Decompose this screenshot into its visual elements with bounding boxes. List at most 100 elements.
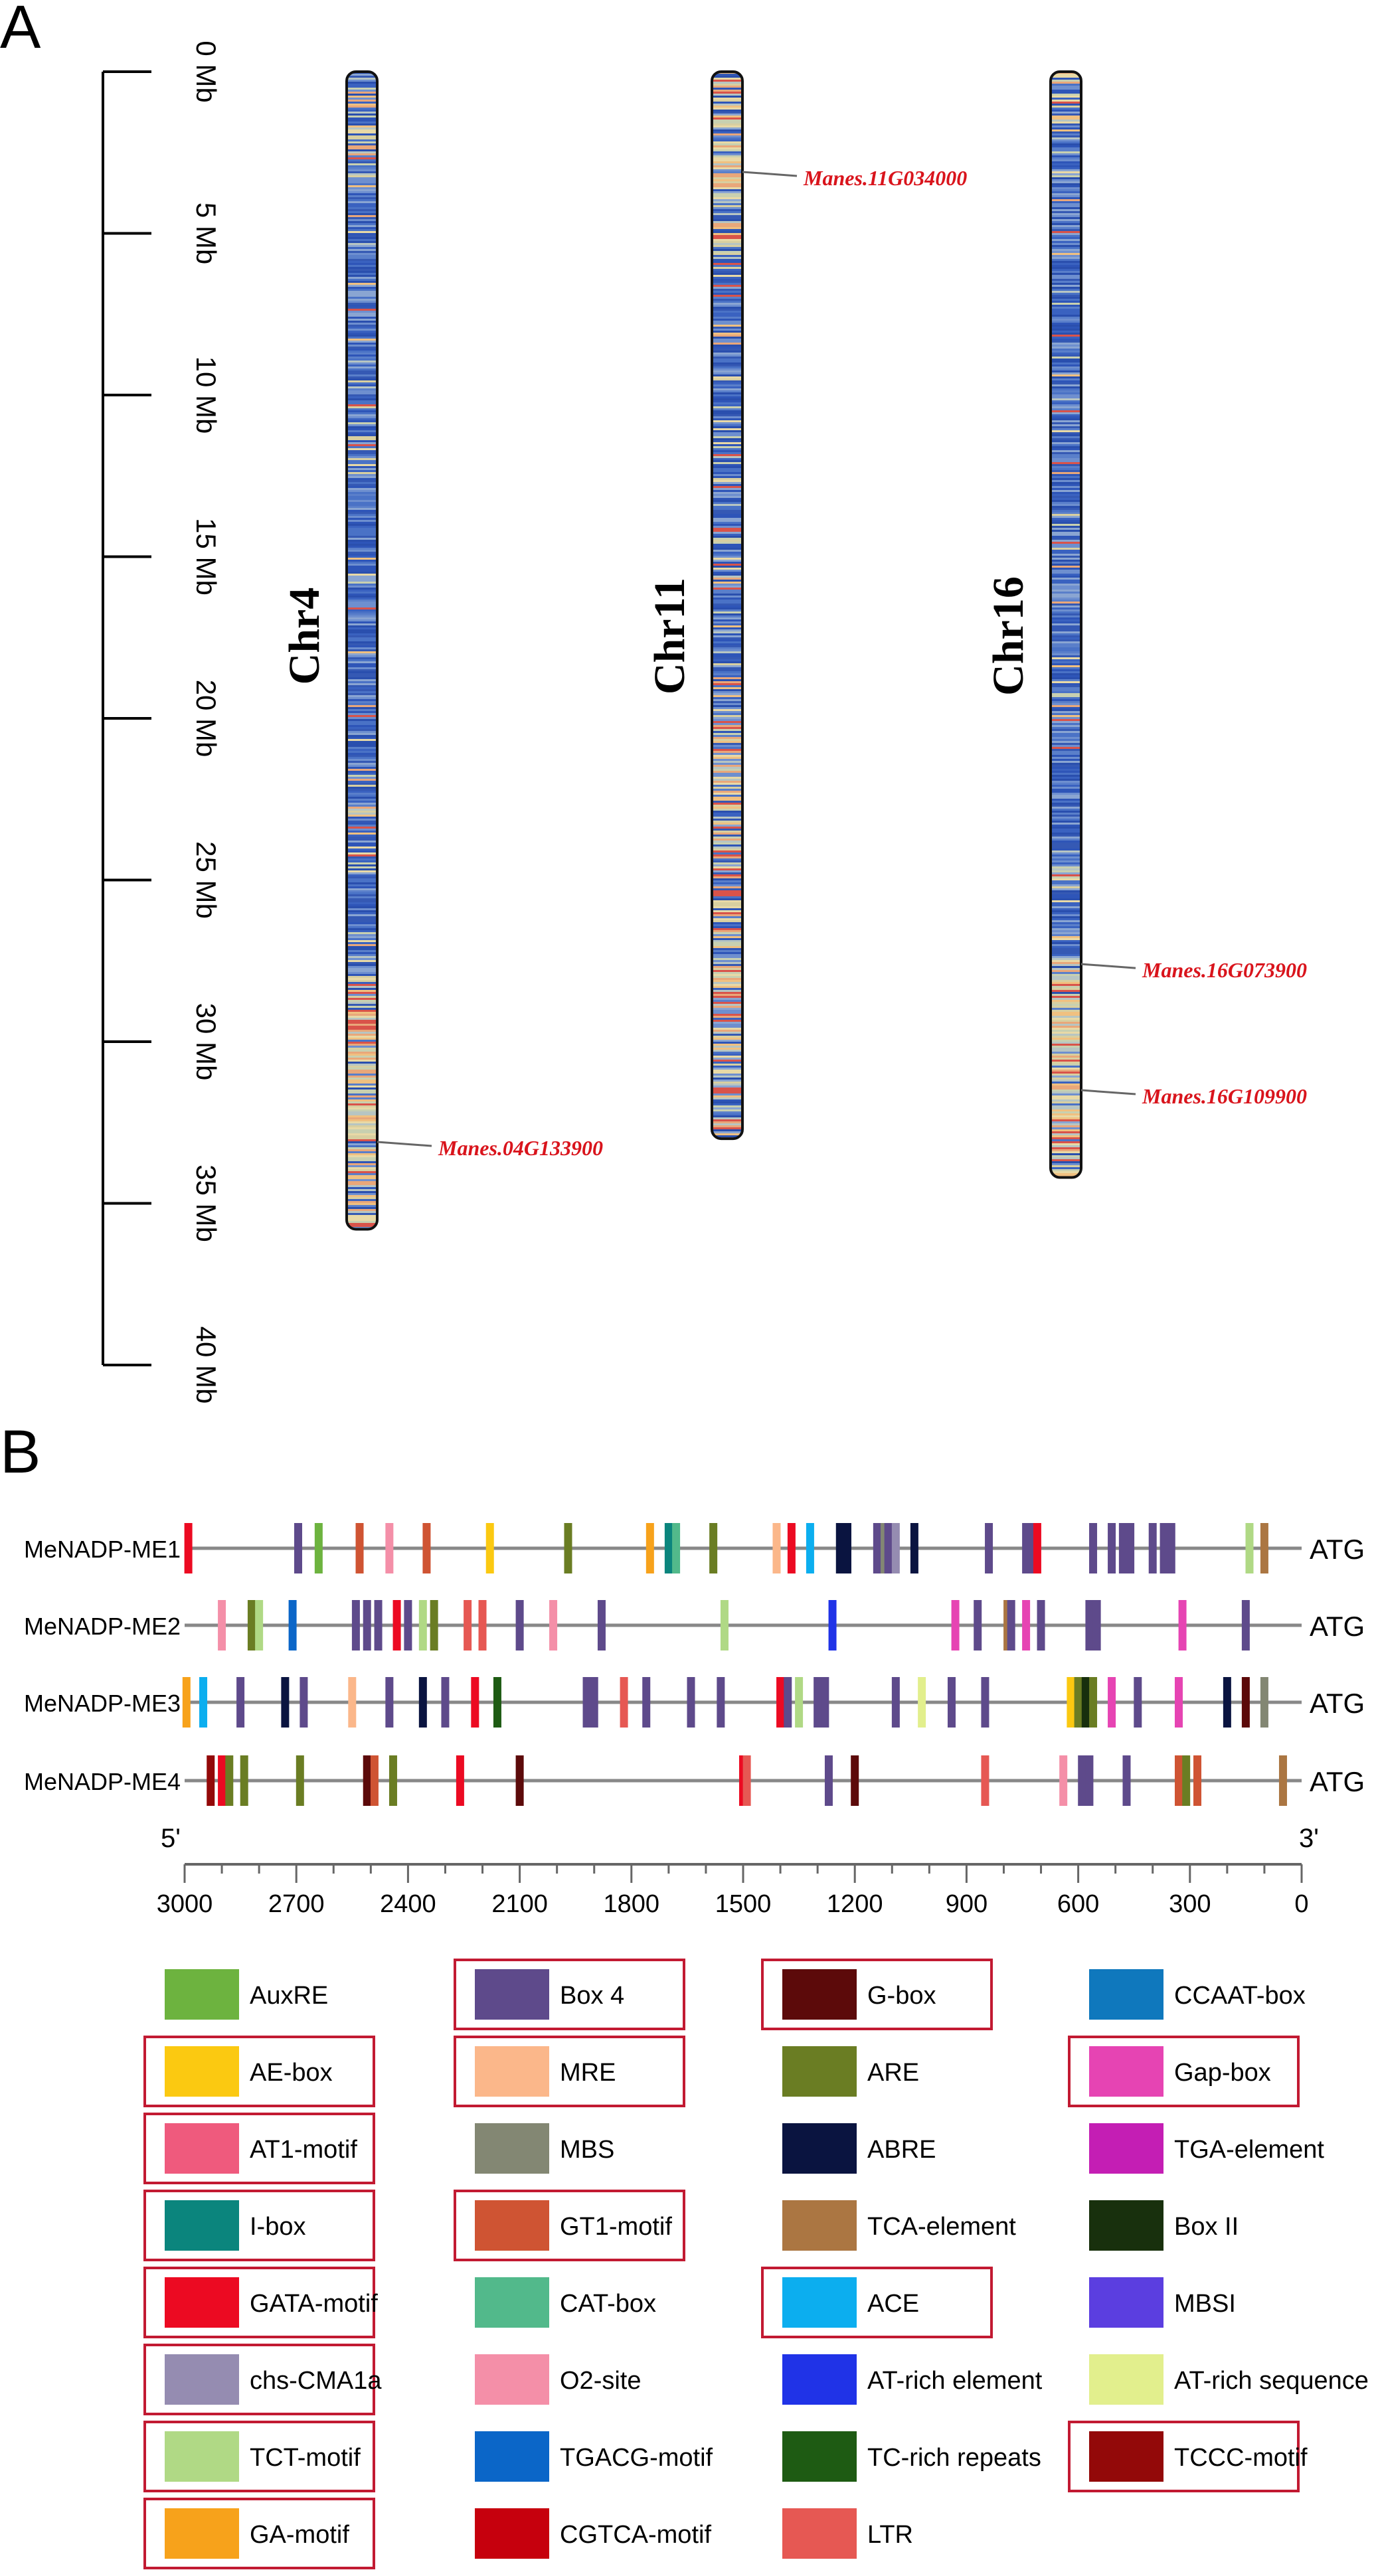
density-stripe <box>347 157 377 160</box>
density-stripe <box>1051 846 1081 849</box>
motif-mark <box>1174 1755 1183 1806</box>
density-stripe <box>1051 241 1081 244</box>
density-stripe <box>1051 1135 1081 1138</box>
motif-mark <box>1007 1600 1015 1650</box>
density-stripe <box>347 735 377 738</box>
density-stripe <box>1051 143 1081 146</box>
density-stripe <box>347 114 377 116</box>
density-stripe <box>1051 548 1081 550</box>
gene-marker-line <box>1080 963 1136 969</box>
density-stripe <box>712 655 742 658</box>
density-stripe <box>347 554 377 556</box>
density-stripe <box>347 446 377 449</box>
motif-mark <box>1174 1677 1183 1728</box>
density-stripe <box>347 799 377 801</box>
density-stripe <box>347 307 377 309</box>
legend-label: CCAAT-box <box>1174 1982 1306 2010</box>
density-stripe <box>712 805 742 807</box>
density-stripe <box>347 797 377 799</box>
density-stripe <box>1051 285 1081 287</box>
density-stripe <box>347 1016 377 1018</box>
density-stripe <box>347 329 377 331</box>
density-stripe <box>347 586 377 588</box>
density-stripe <box>712 361 742 363</box>
density-stripe <box>712 155 742 158</box>
density-stripe <box>712 892 742 895</box>
density-stripe <box>347 926 377 929</box>
motif-mark <box>1108 1677 1116 1728</box>
density-stripe <box>1051 82 1081 84</box>
density-stripe <box>712 255 742 258</box>
density-stripe <box>712 398 742 401</box>
density-stripe <box>347 1171 377 1174</box>
density-stripe <box>347 715 377 718</box>
density-stripe <box>347 942 377 945</box>
density-stripe <box>347 1082 377 1084</box>
density-stripe <box>712 783 742 785</box>
density-stripe <box>1051 962 1081 965</box>
density-stripe <box>347 349 377 351</box>
density-stripe <box>1051 165 1081 168</box>
density-stripe <box>1051 930 1081 933</box>
density-stripe <box>712 663 742 666</box>
motif-mark <box>985 1523 993 1573</box>
density-stripe <box>347 257 377 260</box>
density-stripe <box>1051 900 1081 903</box>
density-stripe <box>347 705 377 708</box>
density-stripe <box>347 84 377 86</box>
density-stripe <box>1051 279 1081 282</box>
density-stripe <box>1051 464 1081 467</box>
density-stripe <box>347 108 377 110</box>
density-stripe <box>347 685 377 688</box>
density-stripe <box>712 860 742 863</box>
density-stripe <box>712 846 742 849</box>
density-stripe <box>1051 345 1081 347</box>
density-stripe <box>712 924 742 927</box>
density-stripe <box>712 841 742 843</box>
density-stripe <box>347 1111 377 1114</box>
density-stripe <box>712 442 742 445</box>
density-stripe <box>347 1169 377 1172</box>
density-stripe <box>1051 207 1081 210</box>
density-stripe <box>712 831 742 833</box>
density-stripe <box>347 609 377 612</box>
density-stripe <box>1051 518 1081 521</box>
density-stripe <box>1051 329 1081 331</box>
density-stripe <box>712 813 742 815</box>
density-stripe <box>712 396 742 399</box>
legend-item: O2-site <box>475 2354 641 2405</box>
density-stripe <box>712 613 742 616</box>
axis-tick-label: 2700 <box>268 1890 325 1918</box>
density-stripe <box>347 380 377 383</box>
density-stripe <box>1051 390 1081 393</box>
density-stripe <box>712 432 742 435</box>
density-stripe <box>347 197 377 200</box>
density-stripe <box>1051 1044 1081 1046</box>
density-stripe <box>347 548 377 550</box>
density-stripe <box>1051 528 1081 530</box>
density-stripe <box>1051 645 1081 648</box>
density-stripe <box>1051 323 1081 325</box>
density-stripe <box>1051 386 1081 389</box>
density-stripe <box>1051 695 1081 698</box>
motif-mark <box>1078 1755 1086 1806</box>
density-stripe <box>712 211 742 214</box>
density-stripe <box>712 570 742 572</box>
density-stripe <box>712 520 742 523</box>
motif-mark <box>873 1523 881 1573</box>
density-stripe <box>1051 586 1081 588</box>
density-stripe <box>712 112 742 114</box>
motif-mark <box>1085 1755 1094 1806</box>
density-stripe <box>1051 665 1081 668</box>
axis-tick-label: 2400 <box>380 1890 436 1918</box>
legend-swatch <box>1089 1969 1163 2020</box>
motif-mark <box>388 1755 397 1806</box>
density-stripe <box>1051 273 1081 276</box>
motif-mark <box>430 1600 438 1650</box>
density-stripe <box>712 1107 742 1110</box>
legend-swatch <box>782 2123 857 2174</box>
density-stripe <box>347 785 377 787</box>
density-stripe <box>1051 355 1081 357</box>
density-stripe <box>712 976 742 979</box>
density-stripe <box>347 839 377 841</box>
